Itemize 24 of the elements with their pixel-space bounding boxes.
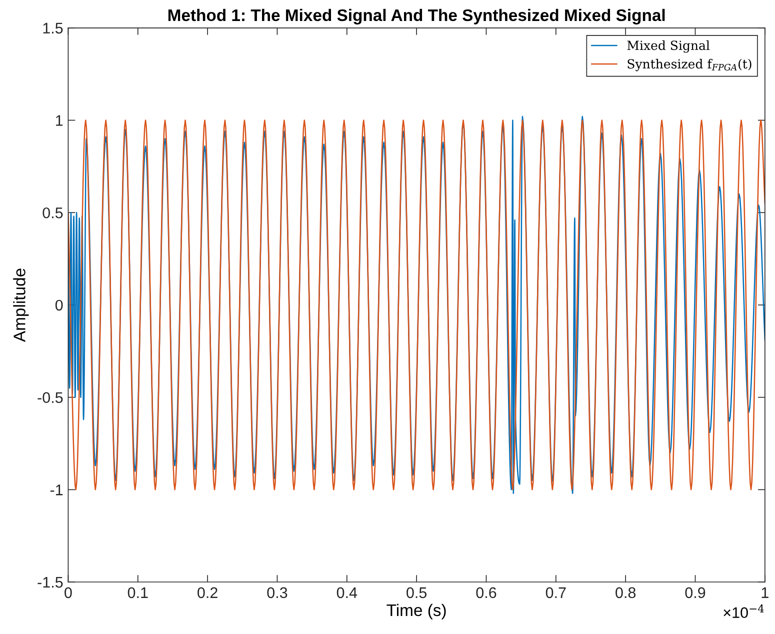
legend-label: Mixed Signal — [627, 40, 710, 53]
x-tick-label: 0.8 — [616, 587, 636, 598]
text: ×10$^{−4}$ — [724, 604, 764, 618]
x-tick-label: 0.5 — [406, 587, 427, 598]
x-tick-label: 0.9 — [685, 587, 706, 598]
x-tick-label: 0 — [64, 587, 72, 598]
y-tick-label: -1 — [50, 484, 63, 496]
y-tick-label: -1.5 — [38, 577, 63, 588]
x-tick-label: 0.6 — [476, 587, 496, 598]
y-axis-title: Amplitude — [13, 268, 29, 342]
y-tick-label: 0 — [55, 300, 63, 311]
y-tick-label: 1.5 — [43, 22, 63, 34]
legend-label: Synthesized f$_{FPGA}$(t) — [628, 58, 752, 72]
chart-title: Method 1: The Mixed Signal And The Synthesized Mixed Signal — [168, 8, 665, 24]
x-axis-title: Time (s) — [386, 604, 446, 620]
x-tick-label: 0.1 — [128, 587, 148, 598]
y-tick-label: -0.5 — [38, 392, 63, 403]
y-tick-label: 1 — [56, 115, 63, 126]
x-tick-label: 1 — [762, 587, 768, 598]
x-tick-label: 0.7 — [546, 587, 566, 598]
x-tick-label: 0.4 — [336, 587, 358, 598]
y-tick-label: 0.5 — [42, 207, 63, 218]
x-tick-label: 0.2 — [198, 587, 218, 598]
x-tick-label: 0.3 — [267, 587, 288, 598]
